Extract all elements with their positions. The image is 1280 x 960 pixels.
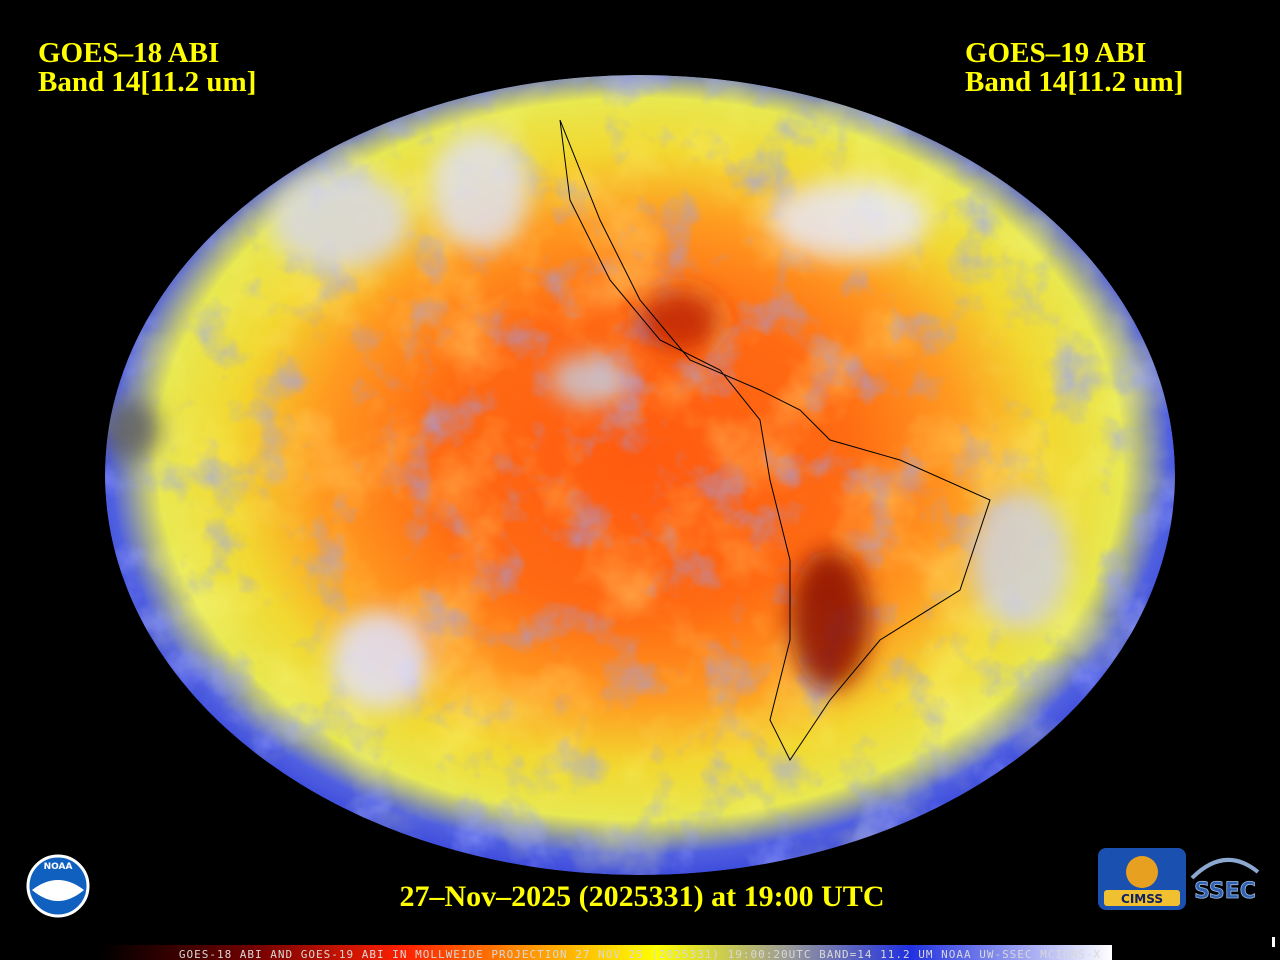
footer-text: GOES-18 ABI AND GOES-19 ABI IN MOLLWEIDE… (179, 948, 1101, 960)
noaa-text: NOAA (44, 862, 73, 872)
right-band: Band 14[11.2 um] (965, 66, 1183, 98)
ssec-logo: SSEC (1190, 858, 1260, 904)
timestamp: 27–Nov–2025 (2025331) at 19:00 UTC (400, 880, 885, 913)
right-title: GOES–19 ABI (965, 37, 1146, 69)
ssec-text: SSEC (1194, 879, 1256, 904)
color-bar (100, 945, 1112, 960)
marker (1272, 937, 1275, 947)
cimss-logo: CIMSS (1098, 848, 1186, 910)
noaa-logo: NOAA (26, 854, 90, 918)
left-title: GOES–18 ABI (38, 37, 219, 69)
cimss-text: CIMSS (1121, 892, 1163, 906)
globe (105, 75, 1175, 875)
left-band: Band 14[11.2 um] (38, 66, 256, 98)
